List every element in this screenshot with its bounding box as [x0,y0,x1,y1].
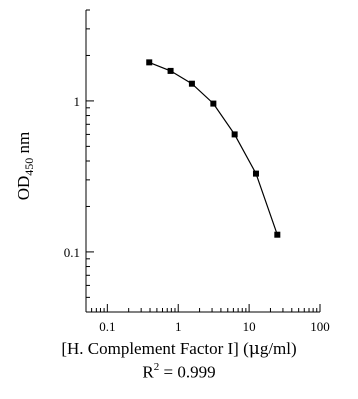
data-point [167,67,174,74]
y-tick-label: 1 [74,94,81,109]
plot-area [146,59,281,238]
x-tick-label: 0.1 [99,319,115,334]
data-point [146,59,153,66]
data-point [252,170,259,177]
x-axis-title: [H. Complement Factor I] (μg/ml) [61,339,297,359]
data-point [231,131,238,138]
data-point [210,100,217,107]
data-point [188,80,195,87]
x-tick-label: 10 [243,319,256,334]
axes: 0.1 1 10 100 0.1 1 OD450 nm [14,9,330,334]
data-point [274,231,281,238]
y-axis-title: OD450 nm [14,132,36,201]
chart: 0.1 1 10 100 0.1 1 OD450 nm [14,9,330,334]
r-squared-label: R2 = 0.999 [142,361,216,382]
x-tick-label: 1 [175,319,182,334]
y-tick-label: 0.1 [64,245,80,260]
x-tick-label: 100 [310,319,330,334]
series-line [148,61,278,235]
